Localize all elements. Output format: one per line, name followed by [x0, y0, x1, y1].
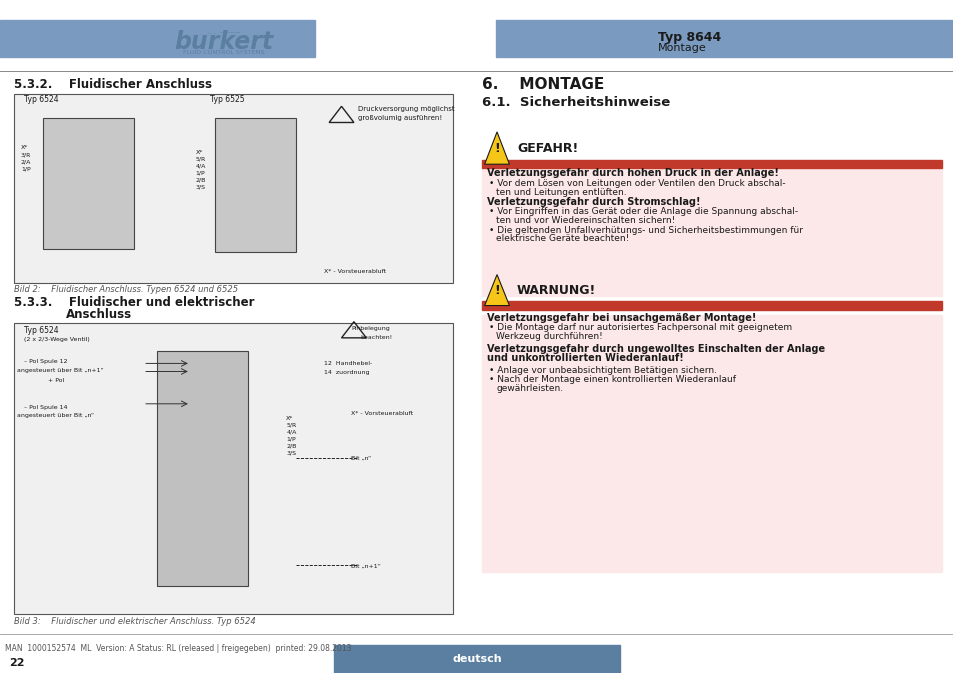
Text: Typ 8644: Typ 8644 [658, 30, 720, 44]
Bar [481, 315, 941, 572]
Text: !: ! [494, 141, 499, 155]
Text: 14  zuordnung: 14 zuordnung [324, 369, 370, 374]
Text: MAN  1000152574  ML  Version: A Status: RL (released | freigegeben)  printed: 29: MAN 1000152574 ML Version: A Status: RL … [5, 643, 351, 653]
Text: Bit „n+1“: Bit „n+1“ [351, 563, 380, 568]
Text: Pinbelegung: Pinbelegung [351, 326, 390, 330]
Bar [0, 20, 314, 57]
Bar [157, 351, 248, 586]
Text: !: ! [494, 283, 499, 297]
Text: GEFAHR!: GEFAHR! [517, 141, 578, 155]
Text: Montage: Montage [658, 44, 706, 53]
Text: burkert: burkert [174, 30, 274, 54]
Text: 22: 22 [10, 658, 25, 668]
Polygon shape [484, 132, 509, 164]
Text: X* - Vorsteuerabluft: X* - Vorsteuerabluft [324, 269, 386, 274]
Text: Verletzungsgefahr durch ungewolltes Einschalten der Anlage: Verletzungsgefahr durch ungewolltes Eins… [486, 345, 823, 354]
Text: Typ 6525: Typ 6525 [210, 96, 244, 104]
Text: • Anlage vor unbeabsichtigtem Betätigen sichern.: • Anlage vor unbeabsichtigtem Betätigen … [489, 365, 717, 375]
Polygon shape [484, 275, 509, 306]
Text: FLUID CONTROL SYSTEMS: FLUID CONTROL SYSTEMS [183, 50, 265, 55]
Text: Bit „n“: Bit „n“ [351, 456, 371, 460]
Text: 12  Handhebel-: 12 Handhebel- [324, 361, 373, 365]
Bar [214, 118, 295, 252]
Bar [14, 94, 453, 283]
Text: X*
5/R
4/A
1/P
2/B
3/S: X* 5/R 4/A 1/P 2/B 3/S [286, 416, 296, 456]
Text: beachten!: beachten! [360, 334, 393, 339]
Text: Verletzungsgefahr durch hohen Druck in der Anlage!: Verletzungsgefahr durch hohen Druck in d… [486, 168, 778, 178]
Bar [43, 118, 133, 249]
Text: elektrische Geräte beachten!: elektrische Geräte beachten! [496, 234, 629, 244]
Text: Typ 6524: Typ 6524 [24, 96, 58, 104]
Text: X* - Vorsteuerabluft: X* - Vorsteuerabluft [351, 411, 413, 416]
Text: 6.    MONTAGE: 6. MONTAGE [481, 77, 603, 92]
Text: Verletzungsgefahr bei unsachgemäßer Montage!: Verletzungsgefahr bei unsachgemäßer Mont… [486, 313, 755, 322]
Text: deutsch: deutsch [452, 654, 501, 664]
Text: und unkontrollierten Wiederanlauf!: und unkontrollierten Wiederanlauf! [486, 353, 682, 363]
Text: Verletzungsgefahr durch Stromschlag!: Verletzungsgefahr durch Stromschlag! [486, 197, 700, 207]
Bar [14, 323, 453, 614]
Text: gewährleisten.: gewährleisten. [496, 384, 562, 393]
Text: • Vor Eingriffen in das Gerät oder die Anlage die Spannung abschal-: • Vor Eingriffen in das Gerät oder die A… [489, 207, 798, 217]
Text: – Pol Spule 12: – Pol Spule 12 [24, 359, 68, 364]
Text: + Pol: + Pol [48, 378, 64, 383]
Text: 5.3.3.    Fluidischer und elektrischer: 5.3.3. Fluidischer und elektrischer [14, 296, 254, 310]
Text: Anschluss: Anschluss [66, 308, 132, 321]
Text: Bild 3:    Fluidischer und elektrischer Anschluss. Typ 6524: Bild 3: Fluidischer und elektrischer Ans… [14, 616, 255, 626]
Text: Werkzeug durchführen!: Werkzeug durchführen! [496, 332, 602, 341]
Text: • Vor dem Lösen von Leitungen oder Ventilen den Druck abschal-: • Vor dem Lösen von Leitungen oder Venti… [489, 179, 785, 188]
Text: ten und Leitungen entlüften.: ten und Leitungen entlüften. [496, 188, 626, 197]
Text: .. .  --------: .. . -------- [207, 30, 241, 35]
Text: • Die Montage darf nur autorisiertes Fachpersonal mit geeignetem: • Die Montage darf nur autorisiertes Fac… [489, 323, 792, 332]
Text: • Die geltenden Unfallverhütungs- und Sicherheitsbestimmungen für: • Die geltenden Unfallverhütungs- und Si… [489, 225, 802, 235]
Text: – Pol Spule 14: – Pol Spule 14 [24, 404, 68, 409]
Text: 6.1.  Sicherheitshinweise: 6.1. Sicherheitshinweise [481, 96, 669, 109]
Bar [334, 645, 619, 673]
Text: angesteuert über Bit „n“: angesteuert über Bit „n“ [17, 413, 94, 418]
Bar [481, 168, 941, 296]
Text: 5.3.2.    Fluidischer Anschluss: 5.3.2. Fluidischer Anschluss [14, 77, 213, 91]
Text: angesteuert über Bit „n+1“: angesteuert über Bit „n+1“ [17, 368, 104, 373]
Text: großvolumig ausführen!: großvolumig ausführen! [357, 116, 441, 121]
Text: (2 x 2/3-Wege Ventil): (2 x 2/3-Wege Ventil) [24, 337, 90, 342]
Bar [481, 301, 941, 310]
Text: Bild 2:    Fluidischer Anschluss. Typen 6524 und 6525: Bild 2: Fluidischer Anschluss. Typen 652… [14, 285, 238, 294]
Text: WARNUNG!: WARNUNG! [517, 283, 596, 297]
Text: ten und vor Wiedereinschalten sichern!: ten und vor Wiedereinschalten sichern! [496, 216, 675, 225]
Bar [481, 160, 941, 168]
Text: X*
5/R
4/A
1/P
2/B
3/S: X* 5/R 4/A 1/P 2/B 3/S [195, 149, 206, 190]
Text: • Nach der Montage einen kontrollierten Wiederanlauf: • Nach der Montage einen kontrollierten … [489, 375, 736, 384]
Text: X*
3/R
2/A
1/P: X* 3/R 2/A 1/P [21, 145, 31, 171]
Text: Druckversorgung möglichst: Druckversorgung möglichst [357, 106, 454, 112]
Bar [496, 20, 953, 57]
Text: Typ 6524: Typ 6524 [24, 326, 58, 335]
